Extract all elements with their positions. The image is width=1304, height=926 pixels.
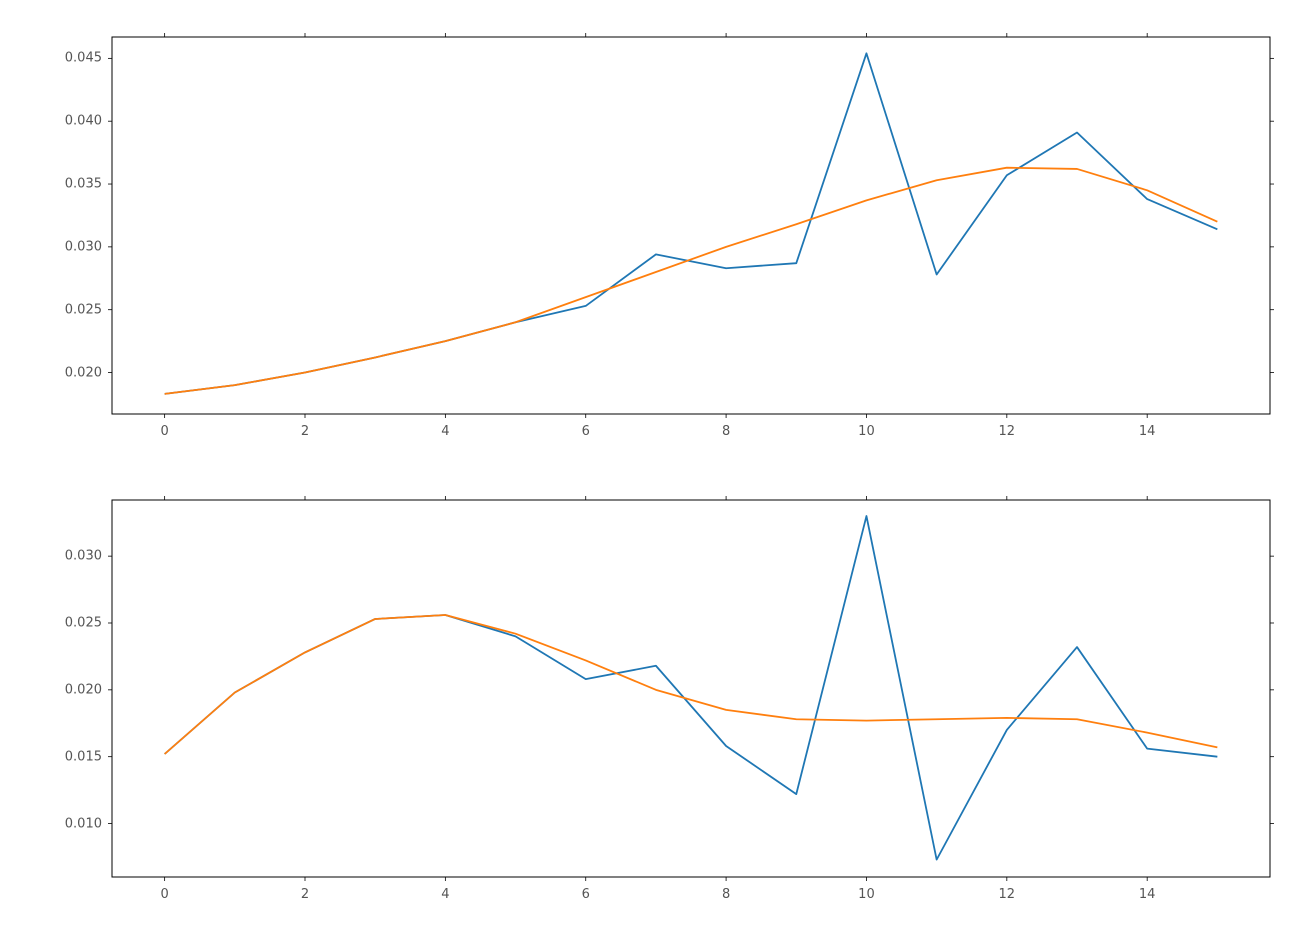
xtick-label: 8 — [722, 881, 730, 902]
ytick-label: 0.020 — [65, 682, 108, 697]
xtick-label: 14 — [1139, 418, 1156, 439]
ytick-label: 0.040 — [65, 114, 108, 129]
xtick-label: 4 — [441, 418, 449, 439]
bottom-chart: 024681012140.0100.0150.0200.0250.030 — [112, 500, 1270, 877]
xtick-label: 8 — [722, 418, 730, 439]
figure: 0 2 4 6 8 10 12 14 0.020 0.025 0.030 0.035 0.040 0.04… — [0, 0, 1304, 926]
ytick-label: 0.025 — [65, 615, 108, 630]
xtick-label: 0 — [160, 881, 168, 902]
ytick-label: 0.025 — [65, 302, 108, 317]
ytick-label: 0.045 — [65, 51, 108, 66]
xtick-label: 12 — [999, 881, 1016, 902]
xtick-label: 10 — [858, 881, 875, 902]
xtick-label: 10 — [858, 418, 875, 439]
plot-area — [112, 500, 1270, 877]
ytick-label: 0.035 — [65, 177, 108, 192]
xtick-label: 2 — [301, 418, 309, 439]
axes-border — [112, 500, 1270, 877]
ytick-label: 0.015 — [65, 749, 108, 764]
plot-area — [112, 37, 1270, 414]
xtick-label: 12 — [999, 418, 1016, 439]
xtick-label: 2 — [301, 881, 309, 902]
xtick-label: 6 — [582, 418, 590, 439]
ytick-label: 0.030 — [65, 549, 108, 564]
ytick-label: 0.020 — [65, 365, 108, 380]
xtick-label: 6 — [582, 881, 590, 902]
xtick-label: 0 — [160, 418, 168, 439]
ytick-label: 0.010 — [65, 816, 108, 831]
ytick-label: 0.030 — [65, 239, 108, 254]
top-chart: 024681012140.0200.0250.0300.0350.0400.04… — [112, 37, 1270, 414]
xtick-label: 4 — [441, 881, 449, 902]
xtick-label: 14 — [1139, 881, 1156, 902]
axes-border — [112, 37, 1270, 414]
